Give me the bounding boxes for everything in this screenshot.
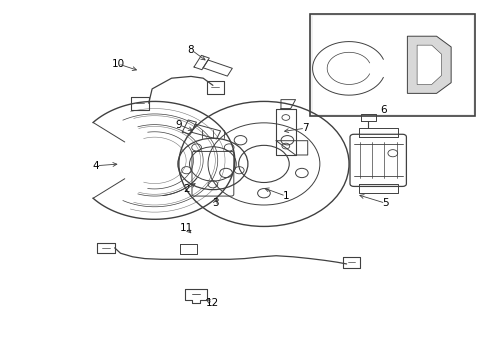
Text: 8: 8 [187,45,194,55]
Text: 5: 5 [382,198,388,208]
Text: 11: 11 [179,223,192,233]
FancyBboxPatch shape [349,134,406,186]
Bar [309,14,474,116]
Text: 1: 1 [282,191,288,201]
Text: 7: 7 [302,123,308,133]
Text: 12: 12 [206,298,219,308]
Text: 4: 4 [93,161,100,171]
Bar [312,16,472,114]
FancyBboxPatch shape [192,152,233,196]
Text: 6: 6 [379,105,386,115]
Polygon shape [416,45,441,85]
Text: 2: 2 [183,184,189,194]
Text: 9: 9 [175,120,182,130]
Polygon shape [407,36,450,93]
Text: 10: 10 [111,59,124,69]
Text: 3: 3 [212,198,218,208]
